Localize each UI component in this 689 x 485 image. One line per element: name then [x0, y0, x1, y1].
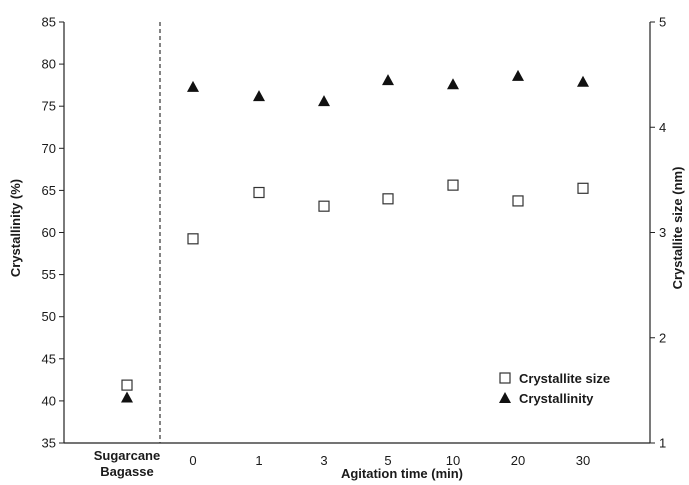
data-points [121, 69, 589, 403]
crystallite-size-point [187, 233, 199, 245]
x-tick-label: 3 [320, 453, 327, 468]
right-y-axis: 1 2 3 4 5 [650, 15, 666, 451]
left-tick-label: 80 [42, 57, 56, 72]
left-axis-title: Crystallinity (%) [8, 179, 23, 277]
left-tick-label: 70 [42, 141, 56, 156]
legend-triangle-marker [499, 392, 511, 403]
crystallite-size-point [253, 186, 265, 199]
crystallinity-point [318, 95, 330, 107]
left-tick-label: 75 [42, 99, 56, 114]
right-tick-label: 4 [659, 120, 666, 135]
crystallinity-point [577, 75, 589, 87]
x-tick-label: 10 [446, 453, 460, 468]
x-tick-label-line: Bagasse [100, 464, 153, 479]
right-tick-label: 2 [659, 330, 666, 345]
crystallite-size-point [512, 195, 524, 207]
x-axis-title: Agitation time (min) [341, 466, 463, 481]
left-tick-label: 65 [42, 183, 56, 198]
left-tick-label: 40 [42, 393, 56, 408]
right-tick-label: 1 [659, 436, 666, 451]
crystallite-size-point [318, 200, 330, 212]
legend-square-marker [499, 372, 511, 384]
left-tick-label: 60 [42, 225, 56, 240]
left-tick-label: 35 [42, 436, 56, 451]
x-tick-label: Sugarcane Bagasse [94, 448, 160, 479]
x-tick-label: 5 [384, 453, 391, 468]
right-axis-title: Crystallite size (nm) [670, 167, 685, 290]
crystallinity-point [447, 78, 459, 90]
crystallinity-point [253, 90, 265, 102]
legend-label: Crystallite size [519, 371, 610, 386]
left-tick-label: 50 [42, 309, 56, 324]
legend-label: Crystallinity [519, 391, 594, 406]
x-tick-label: 0 [189, 453, 196, 468]
legend: Crystallite size Crystallinity [499, 371, 610, 406]
crystallinity-point [382, 74, 394, 86]
crystallite-size-point [577, 182, 589, 194]
crystallinity-point [187, 80, 199, 92]
left-tick-label: 55 [42, 267, 56, 282]
left-tick-label: 45 [42, 351, 56, 366]
x-axis: Sugarcane Bagasse 0 1 3 5 10 20 30 [94, 448, 590, 479]
x-tick-label: 30 [576, 453, 590, 468]
x-tick-label: 1 [255, 453, 262, 468]
crystallite-size-point [382, 193, 394, 205]
right-tick-label: 3 [659, 225, 666, 240]
x-tick-label-line: Sugarcane [94, 448, 160, 463]
crystallinity-point [512, 69, 524, 81]
crystallinity-point [121, 391, 133, 403]
x-tick-label: 20 [511, 453, 525, 468]
crystallite-size-point [447, 179, 459, 191]
right-tick-label: 5 [659, 15, 666, 30]
left-y-axis: 35 40 45 50 55 60 65 70 75 80 85 [42, 15, 64, 451]
left-tick-label: 85 [42, 15, 56, 30]
crystallite-size-point [121, 379, 133, 391]
